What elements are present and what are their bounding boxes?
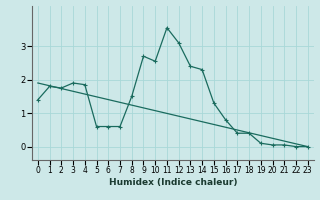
X-axis label: Humidex (Indice chaleur): Humidex (Indice chaleur) xyxy=(108,178,237,187)
